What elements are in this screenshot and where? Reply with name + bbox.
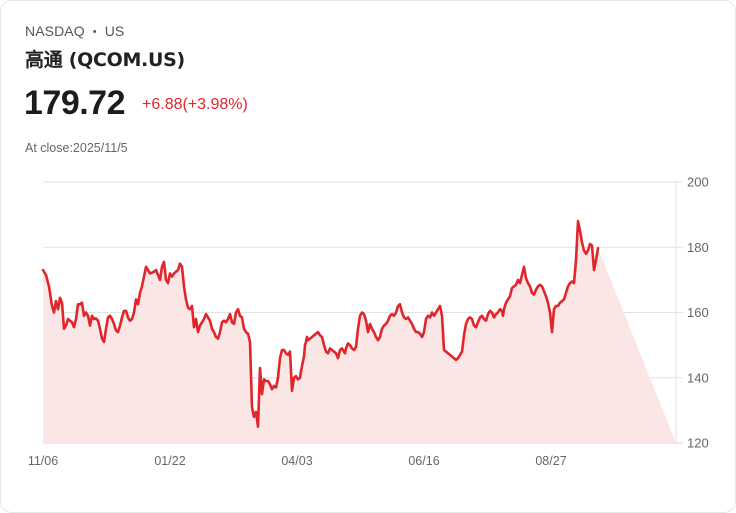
y-tick-label: 160 <box>687 305 709 320</box>
x-tick-label: 06/16 <box>408 454 439 468</box>
x-axis-labels: 11/06 01/22 04/03 06/16 08/27 <box>28 454 567 468</box>
close-timestamp: At close:2025/11/5 <box>25 141 128 155</box>
y-axis-labels: 200 180 160 140 120 <box>687 175 709 451</box>
current-price: 179.72 <box>24 84 126 122</box>
y-tick-label: 180 <box>687 240 709 255</box>
y-tick-label: 140 <box>687 370 709 385</box>
price-line[interactable] <box>41 219 600 428</box>
y-tick-label: 120 <box>687 436 709 451</box>
y-tick-label: 200 <box>687 175 709 190</box>
stock-title: 高通 (QCOM.US) <box>25 49 185 71</box>
x-tick-label: 01/22 <box>154 454 185 468</box>
separator-dot: • <box>92 26 97 38</box>
price-change: +6.88(+3.98%) <box>142 96 248 113</box>
x-tick-label: 04/03 <box>281 454 312 468</box>
market-name: US <box>104 23 125 39</box>
x-tick-label: 08/27 <box>535 454 566 468</box>
x-tick-label: 11/06 <box>28 454 58 468</box>
exchange-line: NASDAQ • US <box>25 23 124 39</box>
price-area-fill <box>43 221 676 443</box>
exchange-name: NASDAQ <box>25 23 85 39</box>
